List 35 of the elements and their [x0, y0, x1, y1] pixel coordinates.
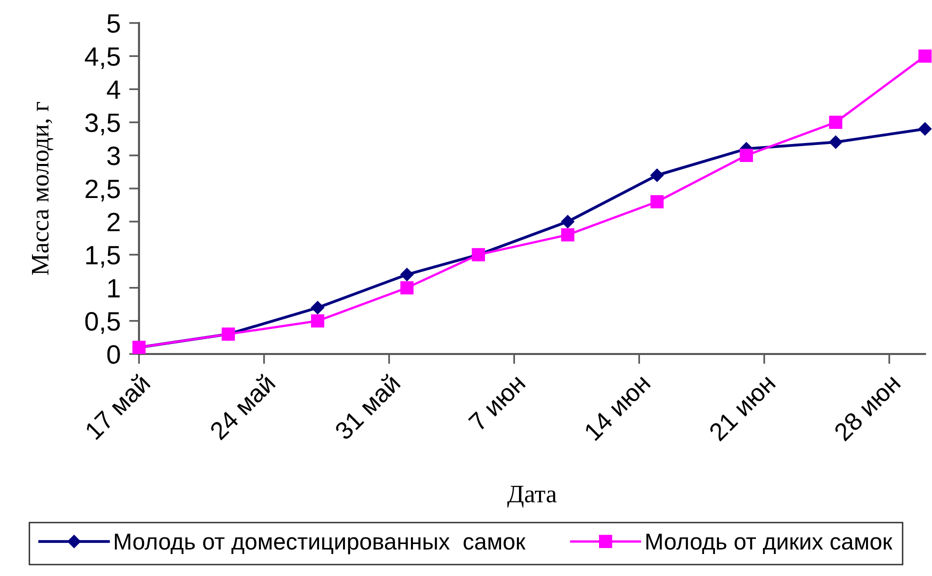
point: [311, 314, 324, 328]
x-tick-label: 21 июн: [708, 374, 776, 442]
point: [310, 300, 325, 315]
x-tick-label: 17 май: [84, 372, 151, 440]
x-tick-label: 14 июн: [584, 374, 651, 442]
point: [400, 268, 414, 282]
point: [650, 168, 664, 182]
x-tick-label: 31 май: [333, 372, 401, 441]
point: [561, 228, 574, 242]
point: [650, 195, 664, 208]
y-tick-label: 3: [107, 146, 120, 166]
point: [740, 148, 753, 162]
point: [829, 116, 842, 129]
y-tick-label: 4: [106, 80, 120, 99]
point: [828, 135, 843, 150]
x-tick-label: 28 июн: [833, 374, 902, 442]
y-axis-title: Масса молоди, г: [32, 102, 54, 275]
y-tick-label: 0: [107, 345, 120, 364]
x-axis-title: Дата: [507, 486, 557, 508]
y-tick-label: 1,5: [86, 246, 120, 268]
point: [400, 281, 414, 294]
legend-label: Молодь от диких самок: [646, 534, 892, 554]
point: [918, 122, 932, 136]
x-tick-label: 24 май: [208, 372, 276, 441]
point: [918, 50, 932, 63]
x-tick-label: 7 июн: [468, 374, 526, 432]
y-tick-label: 2,5: [86, 180, 120, 202]
y-tick-label: 5: [107, 14, 120, 33]
y-tick-label: 2: [108, 212, 120, 232]
point: [560, 214, 575, 228]
legend-label: Молодь от доместицированных самок: [114, 534, 526, 554]
y-tick-label: 3,5: [85, 113, 120, 136]
y-tick-label: 0,5: [85, 312, 120, 334]
y-tick-label: 1: [108, 279, 120, 298]
y-tick-label: 4,5: [84, 48, 120, 70]
